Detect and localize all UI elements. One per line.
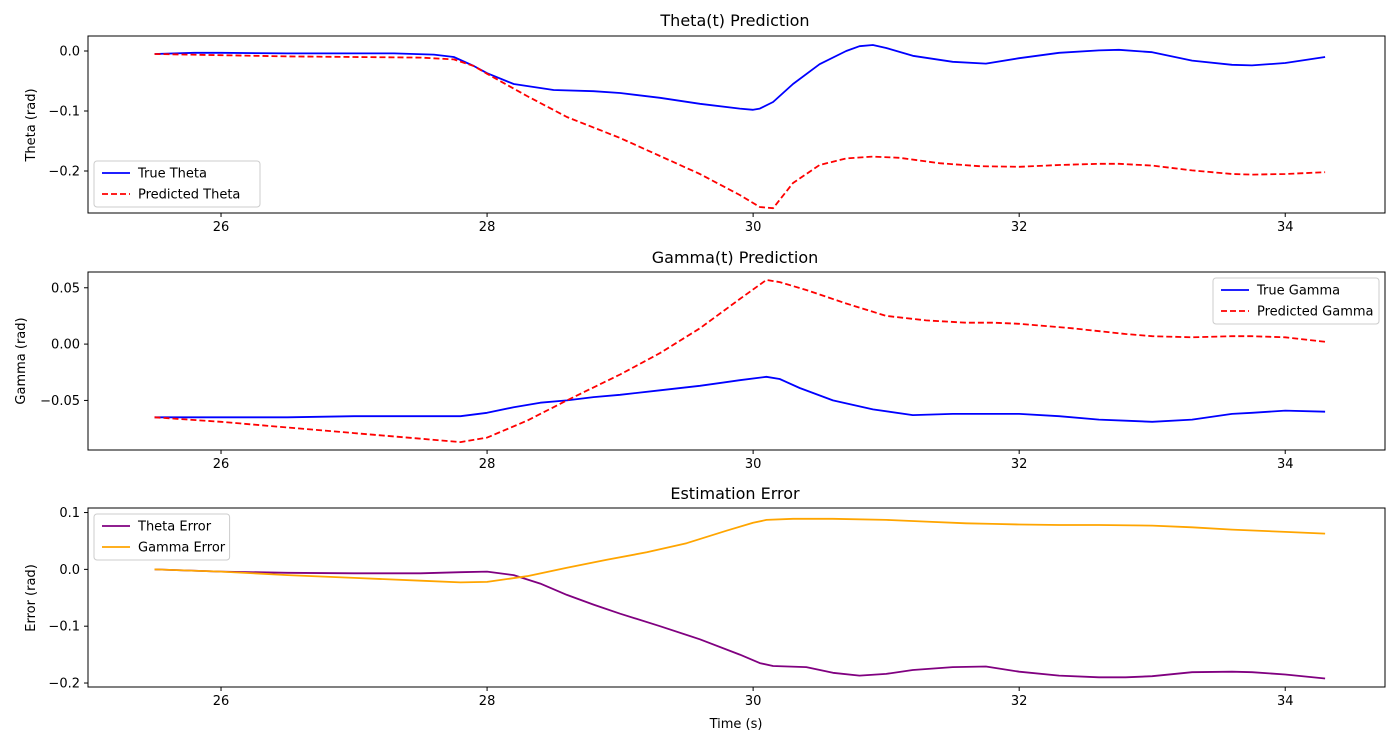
series-line-predicted-theta xyxy=(154,53,1326,210)
legend: Theta Error Gamma Error xyxy=(93,513,231,561)
y-tick-label: 0.0 xyxy=(59,563,80,578)
x-tick-label: 26 xyxy=(213,457,230,472)
series-line-true-theta xyxy=(154,44,1326,111)
legend-label: True Gamma xyxy=(1256,284,1340,299)
y-tick-label: 0.05 xyxy=(51,281,80,296)
y-axis-label: Theta (rad) xyxy=(24,88,39,162)
axes-frame xyxy=(87,35,1386,214)
y-tick-label: 0.1 xyxy=(59,506,80,521)
legend-label: Gamma Error xyxy=(138,541,226,556)
y-tick-label: 0.00 xyxy=(51,338,80,353)
series-line-theta-error xyxy=(154,568,1326,680)
subplot-title: Gamma(t) Prediction xyxy=(652,248,819,267)
axes-frame xyxy=(87,271,1386,451)
x-tick-label: 32 xyxy=(1011,694,1028,709)
y-tick-label: −0.05 xyxy=(40,394,80,409)
x-tick-label: 28 xyxy=(479,694,496,709)
series-line-gamma-error xyxy=(154,517,1326,584)
series-line-predicted-gamma xyxy=(154,278,1326,444)
x-tick-label: 26 xyxy=(213,220,230,235)
x-tick-label: 34 xyxy=(1277,694,1294,709)
y-tick-label: −0.2 xyxy=(48,677,80,692)
axes-theta: 26 28 30 32 34 0.0 −0.1 −0.2 True Theta Predicted… xyxy=(48,35,1386,235)
subplot-error: Estimation Error Error (rad) 26 28 30 32 34 0… xyxy=(24,484,1386,732)
x-tick-label: 30 xyxy=(745,457,762,472)
legend-label: Predicted Gamma xyxy=(1257,305,1374,320)
x-tick-label: 26 xyxy=(213,694,230,709)
subplot-theta: Theta(t) Prediction Theta (rad) 26 28 30 32… xyxy=(24,11,1386,235)
legend-label: Theta Error xyxy=(137,520,212,535)
x-tick-label: 30 xyxy=(745,220,762,235)
y-tick-label: −0.2 xyxy=(48,165,80,180)
x-tick-label: 32 xyxy=(1011,220,1028,235)
axes-gamma: 26 28 30 32 34 0.05 0.00 −0.05 True Gamma Predict… xyxy=(40,271,1386,472)
legend-label: True Theta xyxy=(137,167,207,182)
axes-error: 26 28 30 32 34 0.1 0.0 −0.1 −0.2 Theta Error Gamma… xyxy=(48,506,1386,709)
y-tick-label: −0.1 xyxy=(48,105,80,120)
legend-box xyxy=(1212,277,1380,325)
x-tick-label: 28 xyxy=(479,457,496,472)
x-tick-label: 32 xyxy=(1011,457,1028,472)
x-axis-label: Time (s) xyxy=(709,717,763,732)
subplot-title: Theta(t) Prediction xyxy=(659,11,809,30)
y-axis-label: Error (rad) xyxy=(24,564,39,632)
y-axis-label: Gamma (rad) xyxy=(14,317,29,404)
subplot-title: Estimation Error xyxy=(670,484,800,503)
x-tick-label: 30 xyxy=(745,694,762,709)
legend: True Gamma Predicted Gamma xyxy=(1212,277,1380,325)
legend-box xyxy=(93,160,261,208)
series-line-true-gamma xyxy=(154,375,1326,423)
x-tick-label: 28 xyxy=(479,220,496,235)
y-tick-label: 0.0 xyxy=(59,45,80,60)
axes-frame xyxy=(87,507,1386,688)
legend-label: Predicted Theta xyxy=(138,188,240,203)
y-tick-label: −0.1 xyxy=(48,620,80,635)
x-tick-label: 34 xyxy=(1277,457,1294,472)
x-tick-label: 34 xyxy=(1277,220,1294,235)
legend: True Theta Predicted Theta xyxy=(93,160,261,208)
subplot-gamma: Gamma(t) Prediction Gamma (rad) 26 28 30 32… xyxy=(14,248,1386,472)
